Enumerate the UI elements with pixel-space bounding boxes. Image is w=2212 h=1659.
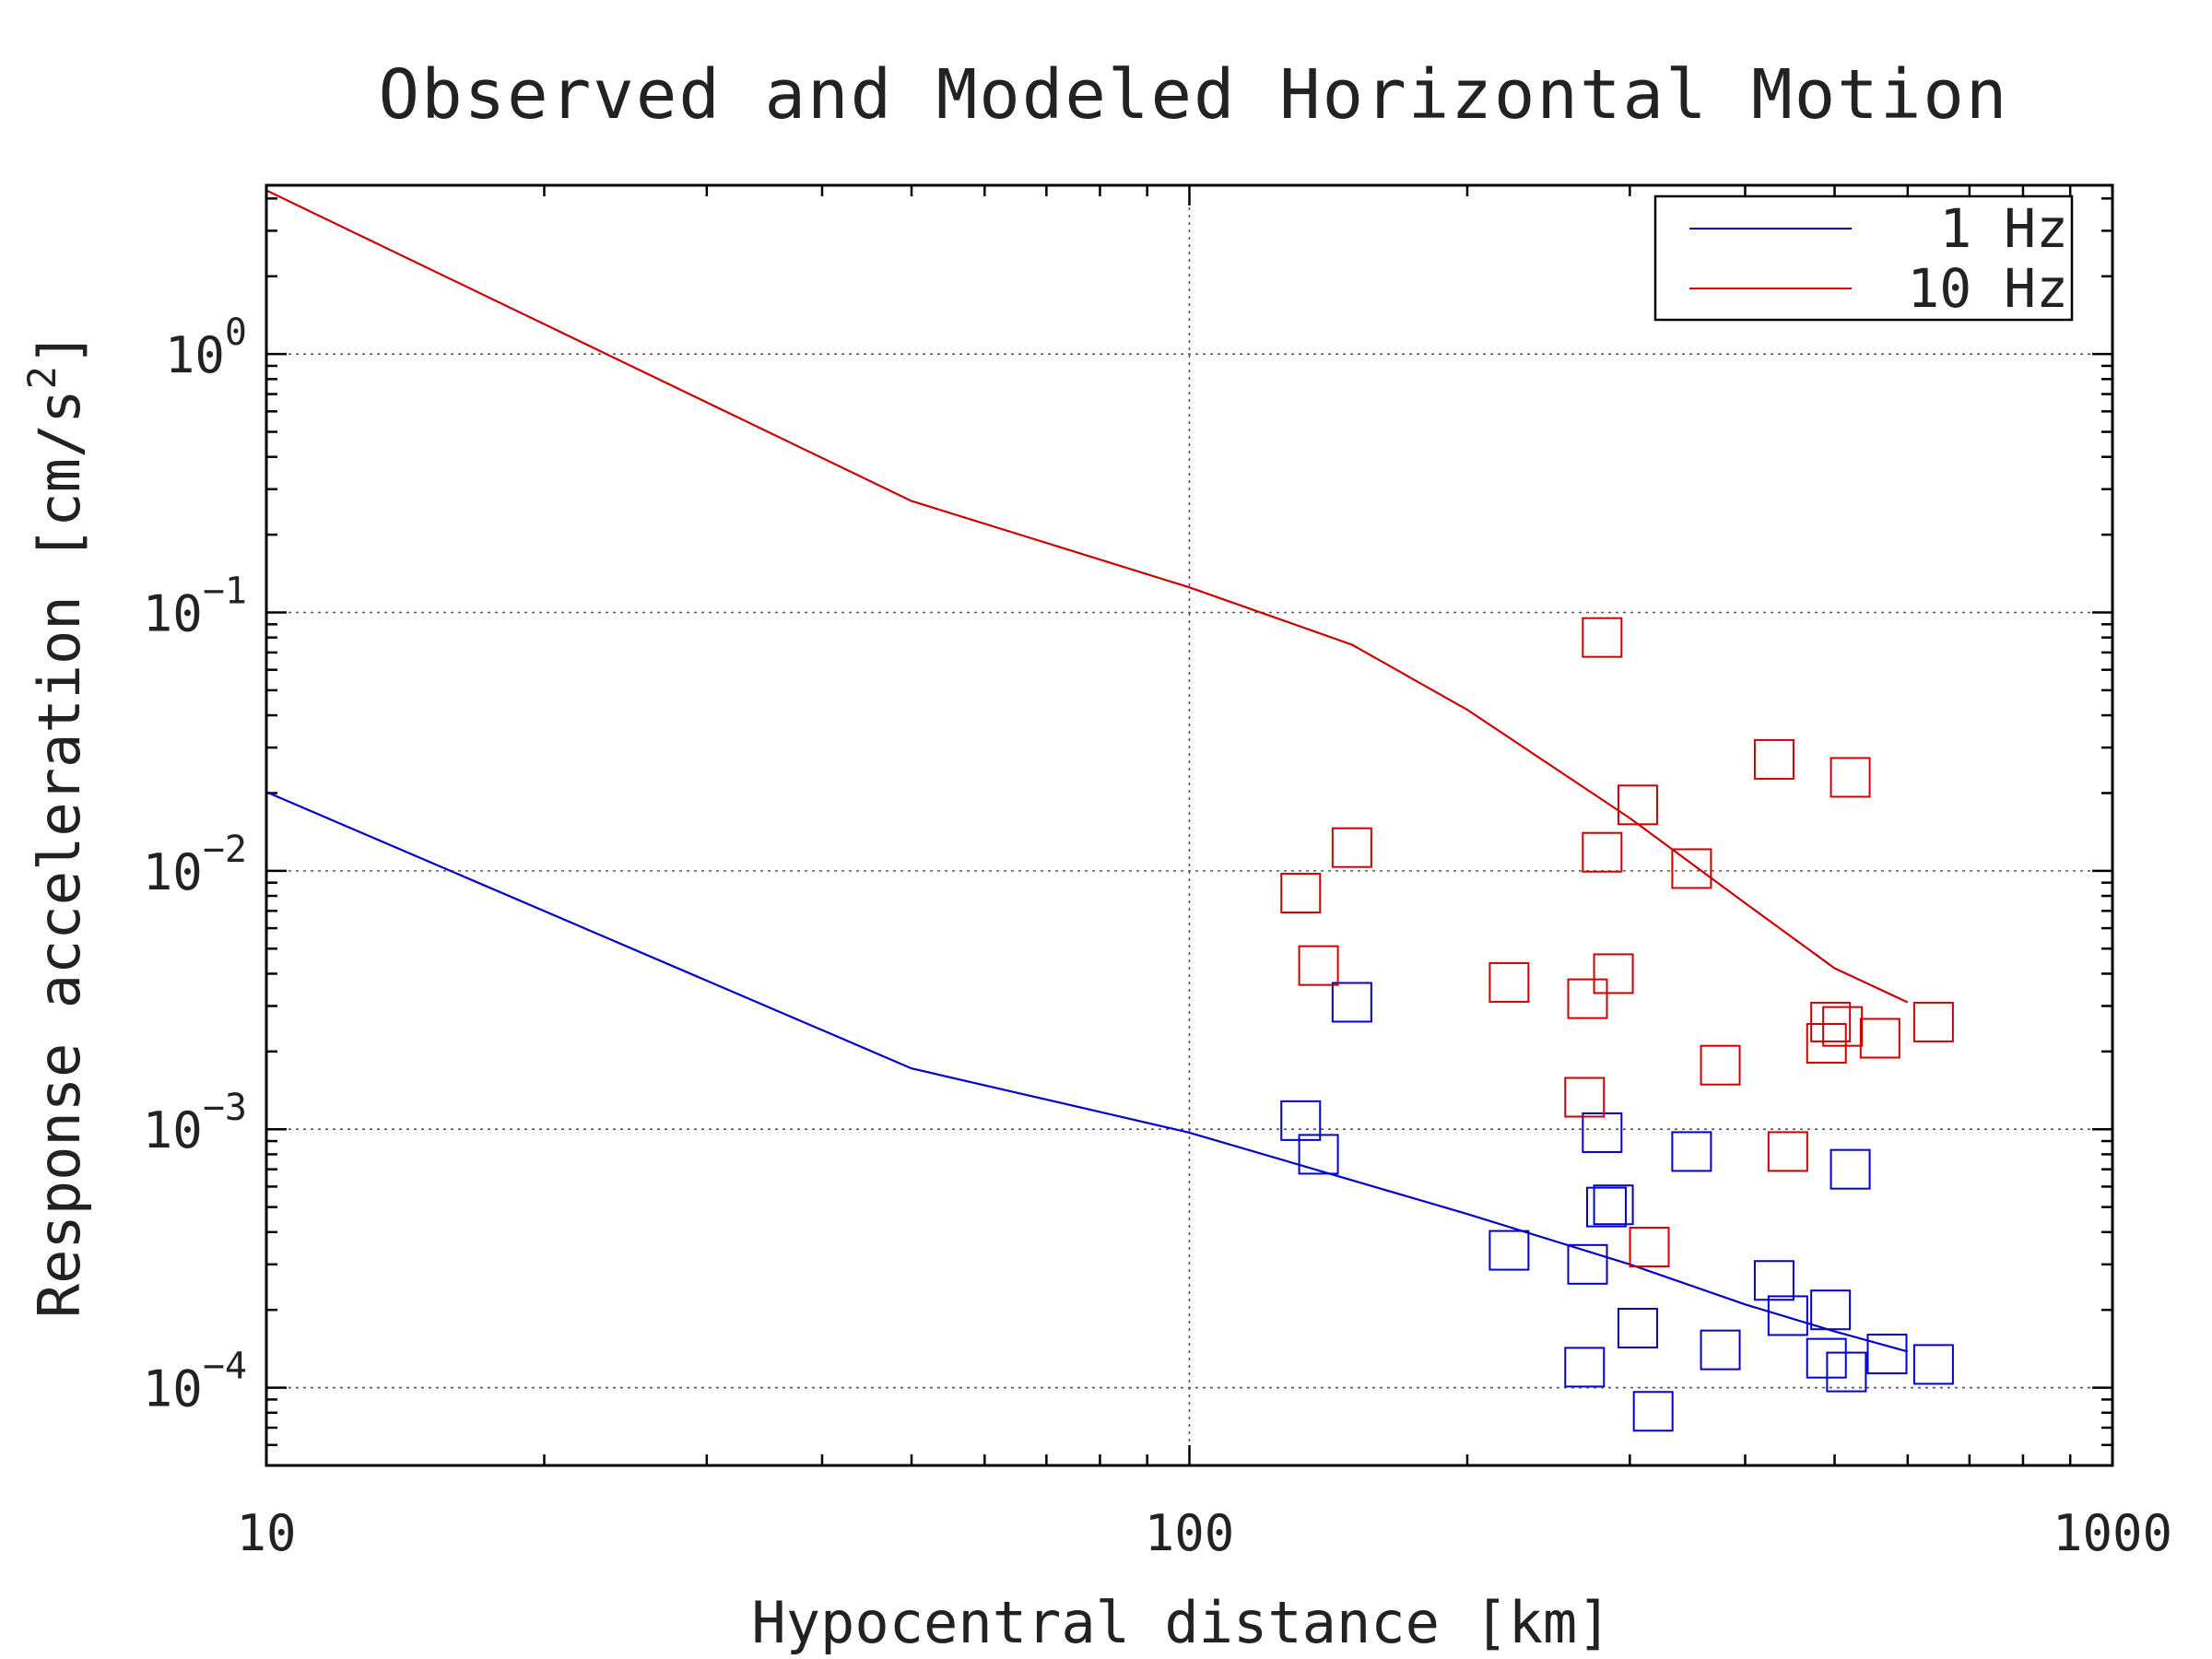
observed-marker-10hz (1582, 831, 1623, 873)
y-tick-labels: 10−4 10−3 10−2 10−1 100 (143, 312, 247, 1418)
y-tick-label: 10−3 (143, 1087, 247, 1159)
observed-marker-10hz (1298, 945, 1339, 986)
legend-label-10hz: 10 Hz (1907, 257, 2068, 320)
observed-marker-10hz (1567, 978, 1608, 1019)
minor-ticks (265, 185, 2112, 1467)
observed-marker-10hz (1806, 1023, 1847, 1065)
observed-marker-10hz (1629, 1227, 1670, 1268)
x-tick-labels: 10 100 1000 (236, 1504, 2172, 1562)
observed-marker-10hz (1767, 1131, 1808, 1172)
observed-marker-10hz (1593, 953, 1634, 994)
observed-marker-1hz (1632, 1391, 1674, 1432)
observed-marker-1hz (1585, 1186, 1627, 1228)
y-tick-label: 10−4 (143, 1346, 247, 1418)
observed-marker-1hz (1567, 1243, 1608, 1285)
observed-marker-10hz (1280, 873, 1322, 914)
y-tick-label: 10−2 (143, 829, 247, 901)
observed-marker-10hz (1564, 1077, 1606, 1118)
y-axis-label-end: ] (26, 332, 93, 366)
observed-marker-1hz (1617, 1307, 1658, 1348)
observed-marker-1hz (1912, 1344, 1954, 1385)
observed-marker-10hz (1582, 617, 1623, 658)
observed-marker-1hz (1280, 1100, 1322, 1141)
observed-marker-10hz (1830, 757, 1871, 798)
observed-marker-1hz (1298, 1134, 1339, 1175)
observed-marker-10hz (1331, 827, 1372, 868)
x-tick-label: 1000 (2053, 1504, 2172, 1562)
chart-title: Observed and Modeled Horizontal Motion (379, 55, 2009, 135)
legend: 1 Hz 10 Hz (1653, 194, 2074, 322)
observed-marker-10hz (1753, 738, 1794, 780)
y-axis-label: Response acceleration [cm/s2] (19, 332, 93, 1318)
observed-marker-1hz (1767, 1295, 1808, 1336)
observed-marker-1hz (1671, 1131, 1712, 1172)
observed-marker-10hz (1912, 1001, 1954, 1042)
model-line-10hz (265, 189, 1909, 1004)
model-lines (265, 189, 1909, 1353)
x-tick-label: 10 (236, 1504, 296, 1562)
observed-marker-1hz (1810, 1289, 1852, 1331)
x-axis-label: Hypocentral distance [km] (751, 1589, 1611, 1656)
observed-marker-10hz (1671, 848, 1712, 889)
y-axis-label-main: Response acceleration [cm/s (26, 389, 93, 1318)
model-line-1hz (265, 791, 1909, 1353)
y-axis-label-superscript: 2 (19, 366, 65, 389)
observed-marker-1hz (1700, 1329, 1741, 1371)
observed-marker-1hz (1826, 1351, 1867, 1393)
observed-marker-1hz (1582, 1112, 1623, 1153)
y-tick-label: 100 (165, 312, 247, 384)
observed-marker-1hz (1488, 1230, 1530, 1271)
observed-marker-1hz (1866, 1334, 1908, 1375)
plot-frame (265, 183, 2114, 1467)
x-tick-label: 100 (1145, 1504, 1235, 1562)
observed-marker-10hz (1859, 1018, 1900, 1059)
observed-marker-1hz (1564, 1347, 1606, 1388)
observed-marker-1hz (1593, 1184, 1634, 1226)
observed-marker-10hz (1810, 1001, 1852, 1042)
observed-marker-1hz (1753, 1260, 1794, 1301)
grid (266, 185, 2112, 1465)
legend-label-1hz: 1 Hz (1939, 197, 2068, 260)
observed-marker-10hz (1488, 961, 1530, 1003)
observed-marker-1hz (1331, 982, 1372, 1023)
observed-marker-1hz (1830, 1148, 1871, 1190)
y-tick-label: 10−1 (143, 571, 247, 643)
observed-marker-10hz (1700, 1044, 1741, 1086)
observed-marker-10hz (1617, 784, 1658, 826)
observed-markers (1280, 617, 1954, 1432)
observed-marker-10hz (1822, 1006, 1864, 1047)
legend-box (1653, 194, 2074, 322)
